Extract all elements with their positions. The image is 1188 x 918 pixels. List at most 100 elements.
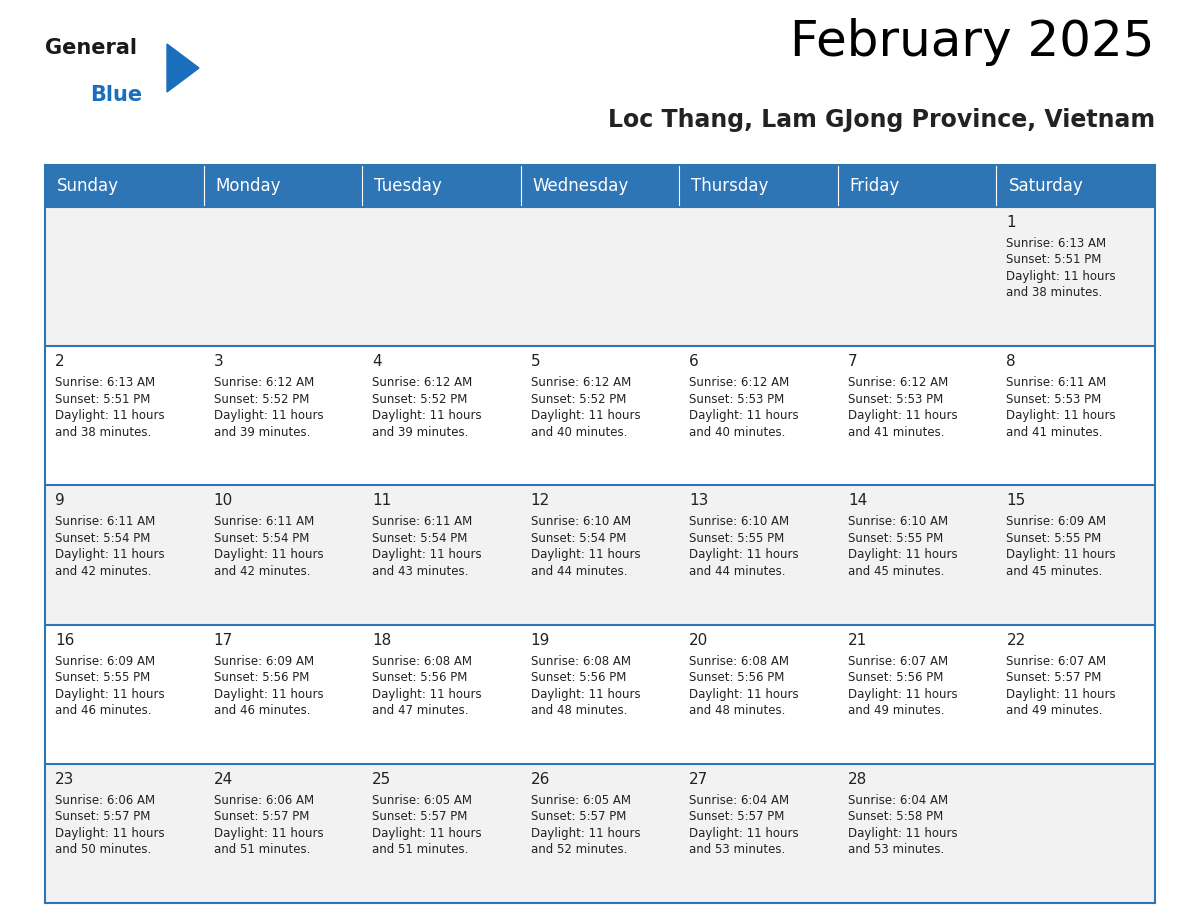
Bar	[680, 346, 838, 486]
Bar	[203, 624, 362, 764]
Text: Sunrise: 6:11 AM
Sunset: 5:54 PM
Daylight: 11 hours
and 42 minutes.: Sunrise: 6:11 AM Sunset: 5:54 PM Dayligh…	[55, 515, 165, 578]
Text: Sunrise: 6:05 AM
Sunset: 5:57 PM
Daylight: 11 hours
and 51 minutes.: Sunrise: 6:05 AM Sunset: 5:57 PM Dayligh…	[372, 794, 482, 856]
Bar	[362, 764, 520, 903]
Text: Sunrise: 6:06 AM
Sunset: 5:57 PM
Daylight: 11 hours
and 51 minutes.: Sunrise: 6:06 AM Sunset: 5:57 PM Dayligh…	[214, 794, 323, 856]
Bar	[520, 486, 680, 624]
Bar	[680, 624, 838, 764]
Bar	[45, 624, 203, 764]
Text: Thursday: Thursday	[691, 177, 769, 195]
Text: 15: 15	[1006, 493, 1025, 509]
Text: Sunrise: 6:12 AM
Sunset: 5:53 PM
Daylight: 11 hours
and 41 minutes.: Sunrise: 6:12 AM Sunset: 5:53 PM Dayligh…	[848, 376, 958, 439]
Bar	[838, 346, 997, 486]
Bar	[520, 764, 680, 903]
Text: 26: 26	[531, 772, 550, 787]
Text: Sunday: Sunday	[57, 177, 119, 195]
Text: Sunrise: 6:11 AM
Sunset: 5:54 PM
Daylight: 11 hours
and 42 minutes.: Sunrise: 6:11 AM Sunset: 5:54 PM Dayligh…	[214, 515, 323, 578]
Text: 19: 19	[531, 633, 550, 647]
Text: 17: 17	[214, 633, 233, 647]
Text: 23: 23	[55, 772, 75, 787]
Text: 10: 10	[214, 493, 233, 509]
Bar	[45, 486, 203, 624]
Bar	[838, 165, 997, 207]
Text: 28: 28	[848, 772, 867, 787]
Bar	[838, 486, 997, 624]
Text: Sunrise: 6:09 AM
Sunset: 5:56 PM
Daylight: 11 hours
and 46 minutes.: Sunrise: 6:09 AM Sunset: 5:56 PM Dayligh…	[214, 655, 323, 717]
Text: 12: 12	[531, 493, 550, 509]
Bar	[362, 346, 520, 486]
Text: 5: 5	[531, 354, 541, 369]
Bar	[838, 207, 997, 346]
Bar	[997, 346, 1155, 486]
Bar	[997, 624, 1155, 764]
Text: 11: 11	[372, 493, 391, 509]
Text: 1: 1	[1006, 215, 1016, 230]
Text: 25: 25	[372, 772, 391, 787]
Text: 27: 27	[689, 772, 708, 787]
Text: 14: 14	[848, 493, 867, 509]
Text: Friday: Friday	[849, 177, 901, 195]
Bar	[680, 486, 838, 624]
Bar	[680, 764, 838, 903]
Text: 18: 18	[372, 633, 391, 647]
Bar	[45, 207, 203, 346]
Text: Sunrise: 6:13 AM
Sunset: 5:51 PM
Daylight: 11 hours
and 38 minutes.: Sunrise: 6:13 AM Sunset: 5:51 PM Dayligh…	[55, 376, 165, 439]
Bar	[203, 207, 362, 346]
Bar	[203, 165, 362, 207]
Text: Sunrise: 6:09 AM
Sunset: 5:55 PM
Daylight: 11 hours
and 46 minutes.: Sunrise: 6:09 AM Sunset: 5:55 PM Dayligh…	[55, 655, 165, 717]
Text: Sunrise: 6:09 AM
Sunset: 5:55 PM
Daylight: 11 hours
and 45 minutes.: Sunrise: 6:09 AM Sunset: 5:55 PM Dayligh…	[1006, 515, 1116, 578]
Bar	[362, 624, 520, 764]
Bar	[680, 207, 838, 346]
Text: Sunrise: 6:08 AM
Sunset: 5:56 PM
Daylight: 11 hours
and 48 minutes.: Sunrise: 6:08 AM Sunset: 5:56 PM Dayligh…	[689, 655, 798, 717]
Text: Sunrise: 6:11 AM
Sunset: 5:54 PM
Daylight: 11 hours
and 43 minutes.: Sunrise: 6:11 AM Sunset: 5:54 PM Dayligh…	[372, 515, 482, 578]
Bar	[520, 165, 680, 207]
Bar	[362, 207, 520, 346]
Bar	[520, 624, 680, 764]
Bar	[997, 764, 1155, 903]
Text: Sunrise: 6:10 AM
Sunset: 5:55 PM
Daylight: 11 hours
and 45 minutes.: Sunrise: 6:10 AM Sunset: 5:55 PM Dayligh…	[848, 515, 958, 578]
Text: 8: 8	[1006, 354, 1016, 369]
Text: 7: 7	[848, 354, 858, 369]
Bar	[997, 165, 1155, 207]
Text: Blue: Blue	[90, 85, 143, 105]
Text: Sunrise: 6:04 AM
Sunset: 5:57 PM
Daylight: 11 hours
and 53 minutes.: Sunrise: 6:04 AM Sunset: 5:57 PM Dayligh…	[689, 794, 798, 856]
Text: Sunrise: 6:08 AM
Sunset: 5:56 PM
Daylight: 11 hours
and 47 minutes.: Sunrise: 6:08 AM Sunset: 5:56 PM Dayligh…	[372, 655, 482, 717]
Text: 13: 13	[689, 493, 709, 509]
Bar	[362, 486, 520, 624]
Bar	[203, 346, 362, 486]
Text: General: General	[45, 38, 137, 58]
Text: Sunrise: 6:05 AM
Sunset: 5:57 PM
Daylight: 11 hours
and 52 minutes.: Sunrise: 6:05 AM Sunset: 5:57 PM Dayligh…	[531, 794, 640, 856]
Text: Saturday: Saturday	[1009, 177, 1083, 195]
Text: February 2025: February 2025	[790, 18, 1155, 66]
Bar	[997, 486, 1155, 624]
Text: Sunrise: 6:12 AM
Sunset: 5:53 PM
Daylight: 11 hours
and 40 minutes.: Sunrise: 6:12 AM Sunset: 5:53 PM Dayligh…	[689, 376, 798, 439]
Polygon shape	[168, 44, 200, 92]
Text: Wednesday: Wednesday	[532, 177, 628, 195]
Text: Sunrise: 6:10 AM
Sunset: 5:54 PM
Daylight: 11 hours
and 44 minutes.: Sunrise: 6:10 AM Sunset: 5:54 PM Dayligh…	[531, 515, 640, 578]
Bar	[45, 764, 203, 903]
Text: 6: 6	[689, 354, 699, 369]
Bar	[203, 764, 362, 903]
Text: 16: 16	[55, 633, 75, 647]
Text: Sunrise: 6:12 AM
Sunset: 5:52 PM
Daylight: 11 hours
and 40 minutes.: Sunrise: 6:12 AM Sunset: 5:52 PM Dayligh…	[531, 376, 640, 439]
Text: 2: 2	[55, 354, 64, 369]
Text: 4: 4	[372, 354, 381, 369]
Text: Sunrise: 6:11 AM
Sunset: 5:53 PM
Daylight: 11 hours
and 41 minutes.: Sunrise: 6:11 AM Sunset: 5:53 PM Dayligh…	[1006, 376, 1116, 439]
Text: 24: 24	[214, 772, 233, 787]
Bar	[838, 624, 997, 764]
Bar	[838, 764, 997, 903]
Text: 20: 20	[689, 633, 708, 647]
Text: Tuesday: Tuesday	[374, 177, 442, 195]
Text: 9: 9	[55, 493, 65, 509]
Text: 21: 21	[848, 633, 867, 647]
Text: Loc Thang, Lam GJong Province, Vietnam: Loc Thang, Lam GJong Province, Vietnam	[608, 108, 1155, 132]
Bar	[997, 207, 1155, 346]
Bar	[680, 165, 838, 207]
Bar	[520, 207, 680, 346]
Bar	[45, 165, 203, 207]
Text: Sunrise: 6:10 AM
Sunset: 5:55 PM
Daylight: 11 hours
and 44 minutes.: Sunrise: 6:10 AM Sunset: 5:55 PM Dayligh…	[689, 515, 798, 578]
Text: Sunrise: 6:04 AM
Sunset: 5:58 PM
Daylight: 11 hours
and 53 minutes.: Sunrise: 6:04 AM Sunset: 5:58 PM Dayligh…	[848, 794, 958, 856]
Text: Sunrise: 6:13 AM
Sunset: 5:51 PM
Daylight: 11 hours
and 38 minutes.: Sunrise: 6:13 AM Sunset: 5:51 PM Dayligh…	[1006, 237, 1116, 299]
Text: Sunrise: 6:12 AM
Sunset: 5:52 PM
Daylight: 11 hours
and 39 minutes.: Sunrise: 6:12 AM Sunset: 5:52 PM Dayligh…	[214, 376, 323, 439]
Bar	[520, 346, 680, 486]
Bar	[362, 165, 520, 207]
